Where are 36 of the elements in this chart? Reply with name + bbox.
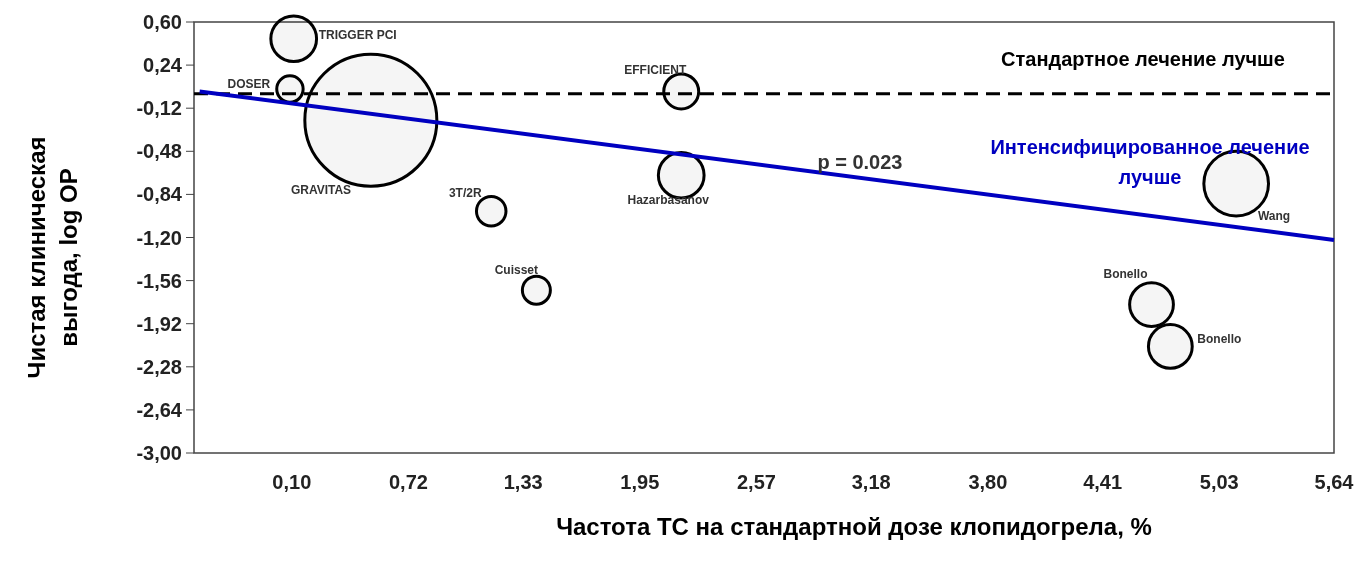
y-tick-label: -2,28 [136, 355, 182, 378]
y-tick-label: 0,24 [143, 54, 183, 77]
annotation: Cuisset [494, 263, 539, 278]
y-tick-label: -0,84 [136, 183, 183, 206]
annotation: GRAVITAS [290, 183, 352, 198]
annotation: TRIGGER PCI [318, 27, 397, 42]
y-tick-label: -3,00 [136, 442, 182, 464]
annotation: 3T/2R [448, 186, 482, 201]
y-tick-label: -0,48 [136, 140, 182, 163]
annotation: DOSER [227, 77, 271, 92]
y-tick-label: -0,12 [136, 97, 182, 120]
x-tick-label: 2,57 [737, 471, 776, 493]
x-tick-label: 3,18 [851, 471, 891, 493]
y-tick-label: -1,20 [136, 226, 182, 249]
x-tick-label: 0,72 [388, 471, 428, 493]
annotation: Интенсифицированное лечение лучше [990, 136, 1310, 188]
annotation: Wang [1257, 209, 1291, 224]
annotation: EFFICIENT [624, 62, 687, 77]
y-tick-label: 0,60 [143, 11, 182, 33]
annotation: Стандартное лечение лучше [1001, 48, 1285, 70]
y-tick-label: -1,92 [136, 312, 182, 335]
annotation: p = 0.023 [817, 150, 903, 173]
x-axis-title: Частота ТС на стандартной дозе клопидогрела, % [556, 513, 1152, 540]
y-tick-label: -2,64 [136, 398, 183, 421]
annotation: Hazarbasanov [627, 193, 710, 208]
y-tick-label: -1,56 [136, 269, 182, 292]
x-tick-label: 3,80 [968, 471, 1008, 493]
y-axis-title: Чистая клиническая выгода, log ОР [23, 136, 82, 379]
annotation: Bonello [1103, 266, 1148, 281]
x-tick-label: 1,33 [503, 471, 543, 493]
x-tick-label: 4,41 [1083, 471, 1123, 493]
x-tick-label: 0,10 [272, 471, 312, 493]
x-tick-label: 5,64 [1314, 471, 1355, 493]
annotation: Bonello [1197, 331, 1242, 346]
x-tick-label: 1,95 [620, 471, 660, 493]
x-tick-label: 5,03 [1199, 471, 1239, 493]
